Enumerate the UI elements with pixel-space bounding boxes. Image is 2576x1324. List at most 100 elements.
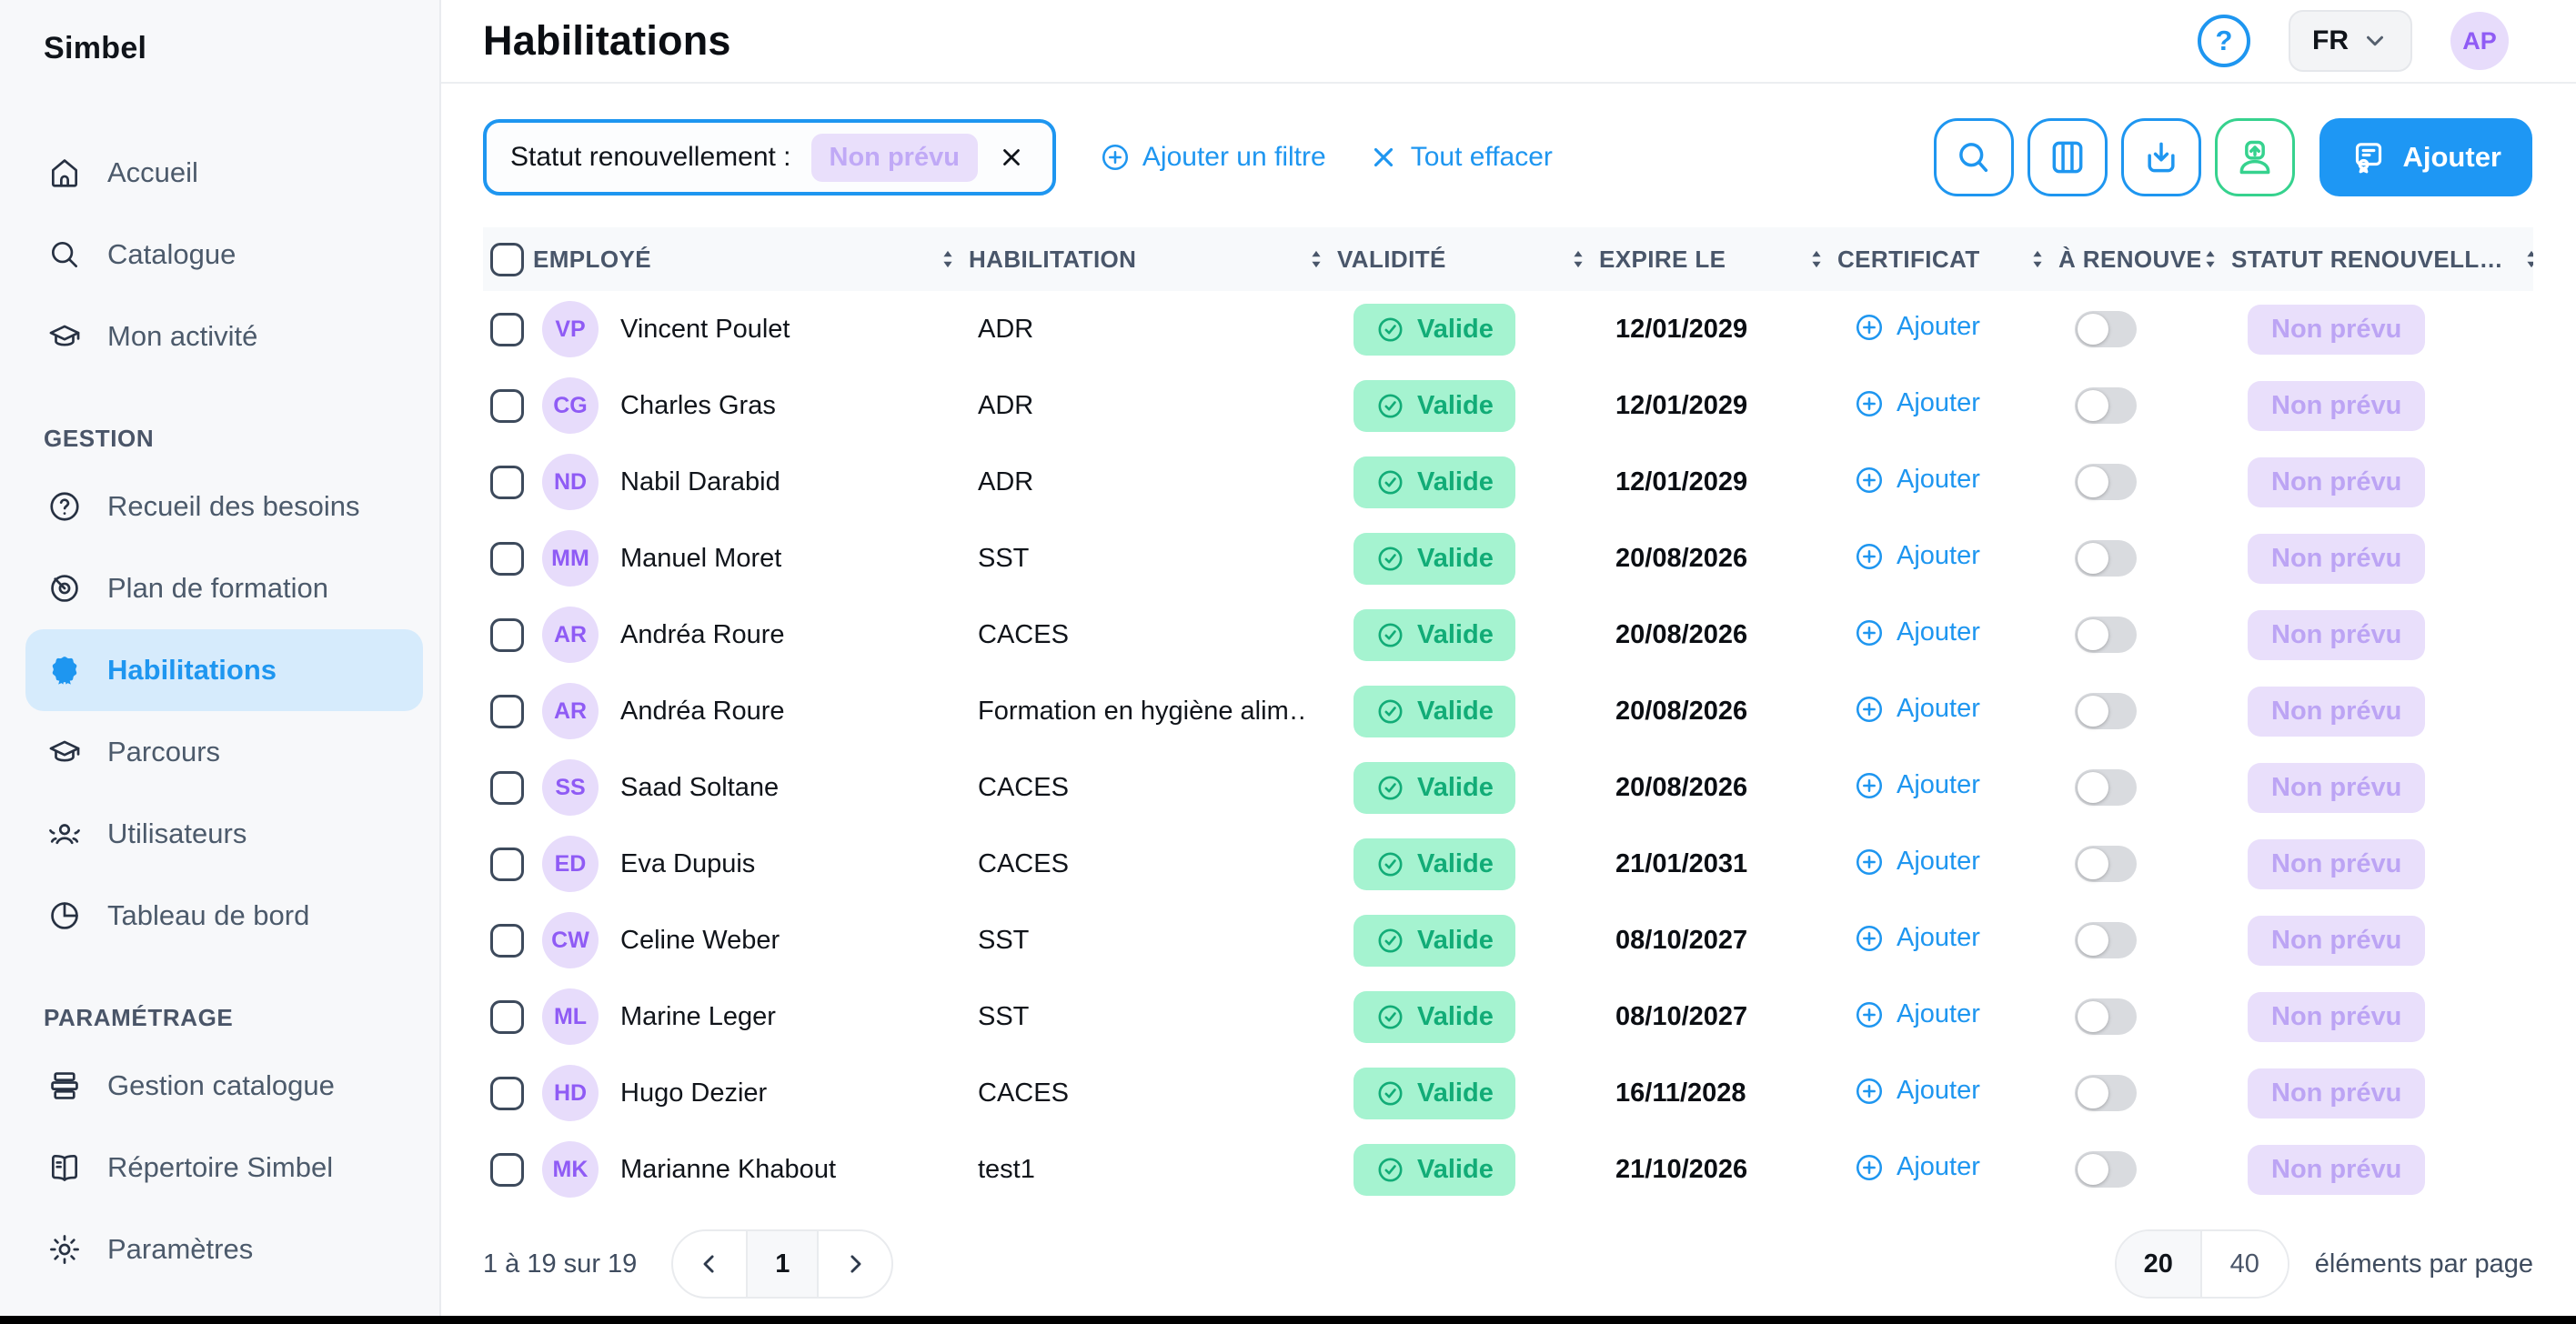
add-certificate-button[interactable]: Ajouter	[1854, 465, 1980, 496]
column-header-statut-renouvellement[interactable]: STATUT RENOUVELL…	[2200, 246, 2533, 274]
renew-toggle[interactable]	[2075, 1151, 2137, 1188]
employee-cell[interactable]: ED Eva Dupuis	[533, 836, 938, 892]
sort-icon[interactable]	[1568, 247, 1588, 271]
sidebar-item-utilisateurs[interactable]: Utilisateurs	[25, 793, 423, 875]
employee-cell[interactable]: AR Andréa Roure	[533, 607, 938, 663]
export-download-button[interactable]	[2120, 118, 2201, 196]
next-page-button[interactable]	[819, 1231, 891, 1297]
sort-icon-clipped[interactable]	[2521, 247, 2533, 271]
employee-cell[interactable]: ND Nabil Darabid	[533, 454, 938, 510]
page-size-20-button[interactable]: 20	[2116, 1231, 2202, 1297]
row-checkbox[interactable]	[490, 999, 524, 1034]
column-header-certificat[interactable]: CERTIFICAT	[1806, 246, 2028, 274]
add-filter-button[interactable]: Ajouter un filtre	[1100, 142, 1326, 173]
add-certificate-button[interactable]: Ajouter	[1854, 541, 1980, 572]
employee-cell[interactable]: CW Celine Weber	[533, 912, 938, 968]
row-checkbox[interactable]	[490, 465, 524, 499]
renew-toggle[interactable]	[2075, 387, 2137, 424]
employee-cell[interactable]: MK Marianne Khabout	[533, 1141, 938, 1198]
validity-badge: Valide	[1353, 456, 1515, 508]
add-certificate-button[interactable]: Ajouter	[1854, 770, 1980, 801]
employee-cell[interactable]: MM Manuel Moret	[533, 530, 938, 587]
sort-icon[interactable]	[2028, 247, 2048, 271]
add-certificate-button[interactable]: Ajouter	[1854, 694, 1980, 725]
select-all-checkbox[interactable]	[490, 242, 524, 276]
employee-cell[interactable]: HD Hugo Dezier	[533, 1065, 938, 1121]
sort-arrows-icon	[1574, 250, 1583, 268]
add-certificate-button[interactable]: Ajouter	[1854, 923, 1980, 954]
row-checkbox[interactable]	[490, 770, 524, 805]
nav-item-label: Gestion catalogue	[107, 1069, 335, 1101]
add-certificate-button[interactable]: Ajouter	[1854, 1076, 1980, 1107]
renew-toggle[interactable]	[2075, 1075, 2137, 1111]
row-checkbox[interactable]	[490, 1152, 524, 1187]
add-habilitation-button[interactable]: Ajouter	[2319, 118, 2532, 196]
add-certificate-button[interactable]: Ajouter	[1854, 388, 1980, 419]
current-page[interactable]: 1	[746, 1231, 820, 1297]
add-certificate-button[interactable]: Ajouter	[1854, 617, 1980, 648]
sidebar-item-tableau-de-bord[interactable]: Tableau de bord	[25, 875, 423, 957]
search-button[interactable]	[1933, 118, 2014, 196]
renewal-status-cell: Non prévu	[2200, 380, 2533, 431]
row-checkbox[interactable]	[490, 847, 524, 881]
sidebar-item-repertoire-simbel[interactable]: Répertoire Simbel	[25, 1127, 423, 1209]
add-certificate-button[interactable]: Ajouter	[1854, 312, 1980, 343]
row-checkbox[interactable]	[490, 923, 524, 958]
sidebar-item-parametres[interactable]: Paramètres	[25, 1209, 423, 1290]
nav-item-icon	[45, 651, 84, 689]
renew-toggle[interactable]	[2075, 311, 2137, 347]
sidebar-item-mon-activite[interactable]: Mon activité	[25, 296, 423, 377]
row-checkbox[interactable]	[490, 1076, 524, 1110]
active-filter-chip[interactable]: Statut renouvellement : Non prévu	[483, 119, 1056, 196]
column-header-expire-le[interactable]: EXPIRE LE	[1568, 246, 1806, 274]
validity-badge: Valide	[1353, 532, 1515, 585]
sidebar-item-gestion-catalogue[interactable]: Gestion catalogue	[25, 1045, 423, 1127]
sort-icon[interactable]	[938, 247, 958, 271]
employee-cell[interactable]: AR Andréa Roure	[533, 683, 938, 739]
employee-cell[interactable]: ML Marine Leger	[533, 988, 938, 1045]
employee-cell[interactable]: CG Charles Gras	[533, 377, 938, 434]
clear-filters-button[interactable]: Tout effacer	[1368, 142, 1553, 173]
column-header-a-renouveler[interactable]: À RENOUVE…	[2028, 246, 2200, 274]
sidebar-item-catalogue[interactable]: Catalogue	[25, 214, 423, 296]
add-certificate-button[interactable]: Ajouter	[1854, 847, 1980, 878]
add-certificate-button[interactable]: Ajouter	[1854, 999, 1980, 1030]
renew-toggle[interactable]	[2075, 617, 2137, 653]
previous-page-button[interactable]	[673, 1231, 746, 1297]
row-checkbox[interactable]	[490, 541, 524, 576]
sort-icon[interactable]	[2200, 247, 2220, 271]
renew-toggle[interactable]	[2075, 540, 2137, 577]
help-button[interactable]: ?	[2198, 15, 2250, 67]
renew-toggle[interactable]	[2075, 769, 2137, 806]
add-certificate-button[interactable]: Ajouter	[1854, 1152, 1980, 1183]
import-users-button[interactable]	[2214, 118, 2295, 196]
user-avatar[interactable]: AP	[2450, 12, 2509, 70]
sidebar-item-habilitations[interactable]: Habilitations	[25, 629, 423, 711]
row-checkbox[interactable]	[490, 312, 524, 346]
sidebar-item-plan-de-formation[interactable]: Plan de formation	[25, 547, 423, 629]
row-checkbox[interactable]	[490, 617, 524, 652]
sidebar-item-recueil-des-besoins[interactable]: Recueil des besoins	[25, 466, 423, 547]
employee-cell[interactable]: SS Saad Soltane	[533, 759, 938, 816]
column-header-habilitation[interactable]: HABILITATION	[938, 246, 1306, 274]
employee-cell[interactable]: VP Vincent Poulet	[533, 301, 938, 357]
renew-toggle[interactable]	[2075, 464, 2137, 500]
plus-circle-icon	[1102, 144, 1128, 171]
sort-icon[interactable]	[1806, 247, 1826, 271]
column-header-validite[interactable]: VALIDITÉ	[1306, 246, 1568, 274]
sidebar-item-accueil[interactable]: Accueil	[25, 132, 423, 214]
renew-toggle[interactable]	[2075, 846, 2137, 882]
row-checkbox[interactable]	[490, 388, 524, 423]
renew-toggle[interactable]	[2075, 998, 2137, 1035]
columns-button[interactable]	[2027, 118, 2108, 196]
page-size-40-button[interactable]: 40	[2201, 1231, 2288, 1297]
row-checkbox[interactable]	[490, 694, 524, 728]
renew-toggle[interactable]	[2075, 693, 2137, 729]
to-renew-cell	[2028, 311, 2200, 347]
renew-toggle[interactable]	[2075, 922, 2137, 958]
remove-filter-icon[interactable]	[998, 142, 1029, 173]
language-selector[interactable]: FR	[2289, 10, 2412, 72]
sidebar-item-parcours[interactable]: Parcours	[25, 711, 423, 793]
sort-icon[interactable]	[1306, 247, 1326, 271]
column-header-employe[interactable]: EMPLOYÉ	[533, 246, 938, 274]
